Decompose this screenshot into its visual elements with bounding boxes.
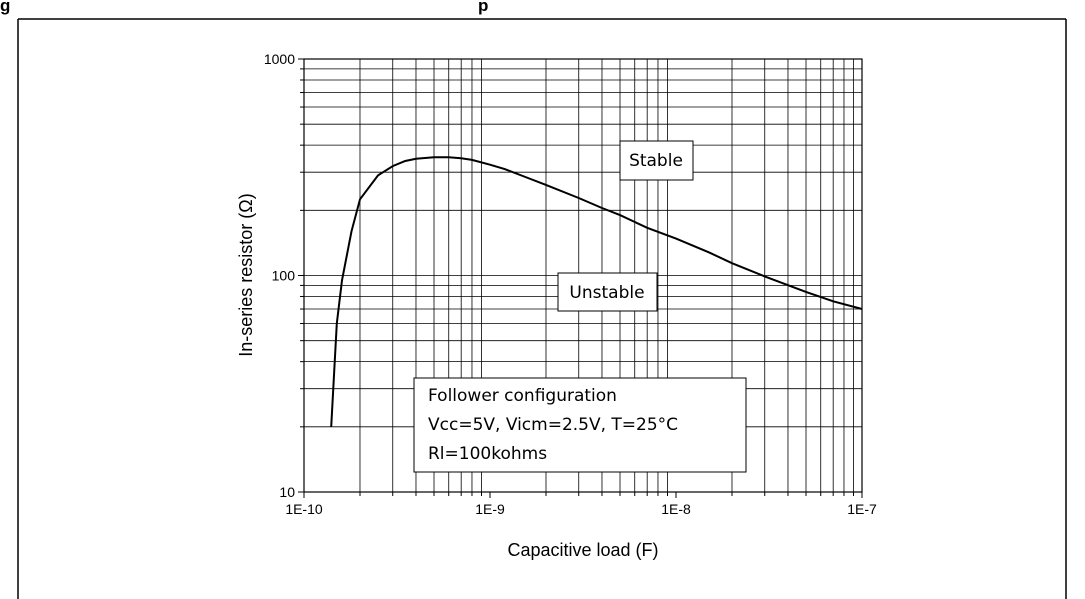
info-line-2: Vcc=5V, Vicm=2.5V, T=25°C	[428, 415, 678, 435]
y-axis-label: In-series resistor (Ω)	[236, 193, 256, 356]
plot-frame	[303, 58, 863, 493]
x-tick-label: 1E-8	[661, 501, 691, 517]
unstable-label: Unstable	[569, 283, 644, 303]
y-tick-label: 100	[272, 268, 296, 284]
info-box	[413, 377, 747, 473]
info-line-1: Follower configuration	[428, 386, 617, 406]
tick-labels: 1E-10 1E-9 1E-8 1E-7 10 100 1000	[264, 51, 877, 517]
y-tick-label: 1000	[264, 51, 295, 67]
info-line-3: Rl=100kohms	[428, 444, 547, 464]
series-line	[330, 156, 863, 427]
x-tick-label: 1E-9	[475, 501, 505, 517]
x-tick-label: 1E-10	[285, 501, 323, 517]
heading-fragment: g	[0, 0, 10, 15]
x-axis-label: Capacitive load (F)	[507, 540, 658, 560]
stable-box	[619, 140, 694, 181]
heading-fragment-2: p	[478, 0, 488, 15]
x-tick-label: 1E-7	[847, 501, 877, 517]
y-tick-label: 10	[279, 484, 295, 500]
stable-label: Stable	[629, 151, 683, 171]
tick-marks	[298, 58, 863, 498]
unstable-box	[557, 272, 658, 312]
